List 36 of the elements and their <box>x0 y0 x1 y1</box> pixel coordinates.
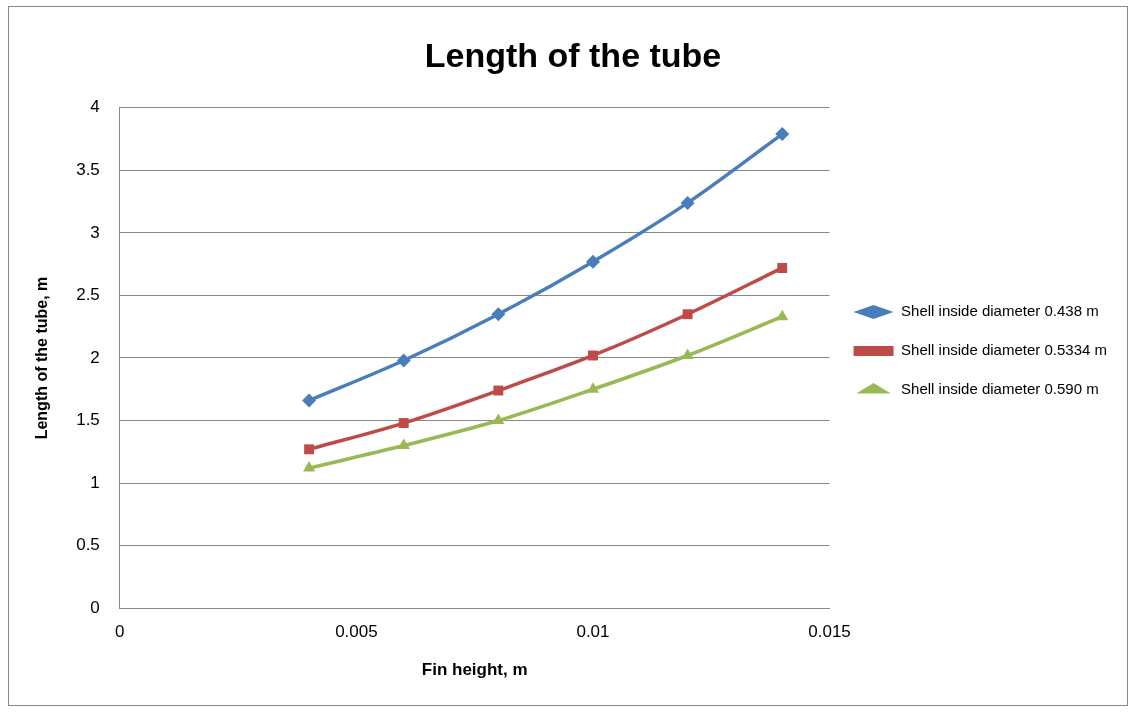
x-tick-label: 0.015 <box>808 622 851 642</box>
point <box>588 350 598 361</box>
point <box>303 461 316 472</box>
point <box>776 309 789 321</box>
point <box>491 307 506 322</box>
point <box>680 195 695 210</box>
x-axis-title: Fin height, m <box>421 660 528 680</box>
legend-label: Shell inside diameter 0.590 m <box>901 380 1099 398</box>
x-tick-label: 0 <box>115 622 125 642</box>
point <box>304 444 315 455</box>
y-tick-label: 4 <box>90 97 100 117</box>
chart-title: Length of the tube <box>424 35 722 74</box>
point <box>585 254 600 269</box>
point <box>492 413 505 425</box>
y-tick-label: 2.5 <box>76 285 100 305</box>
y-axis-title: Length of the tube, m <box>33 276 51 440</box>
point <box>777 262 788 273</box>
point <box>493 385 504 396</box>
x-tick-label: 0.01 <box>576 622 610 642</box>
legend-label: Shell inside diameter 0.438 m <box>901 302 1099 320</box>
point <box>682 309 693 320</box>
y-tick-label: 3 <box>90 222 100 242</box>
x-tick-label: 0.005 <box>335 622 378 642</box>
point <box>775 127 790 142</box>
y-tick-label: 0 <box>90 597 100 617</box>
point <box>396 353 411 368</box>
point <box>302 393 317 408</box>
y-tick-label: 3.5 <box>76 160 100 180</box>
point <box>397 438 410 450</box>
y-tick-label: 0.5 <box>76 535 100 555</box>
y-tick-label: 2 <box>90 347 100 367</box>
legend-label: Shell inside diameter 0.5334 m <box>901 341 1107 359</box>
point <box>398 418 409 428</box>
point <box>586 382 600 393</box>
y-tick-label: 1.5 <box>76 410 100 430</box>
y-tick-label: 1 <box>90 472 100 492</box>
